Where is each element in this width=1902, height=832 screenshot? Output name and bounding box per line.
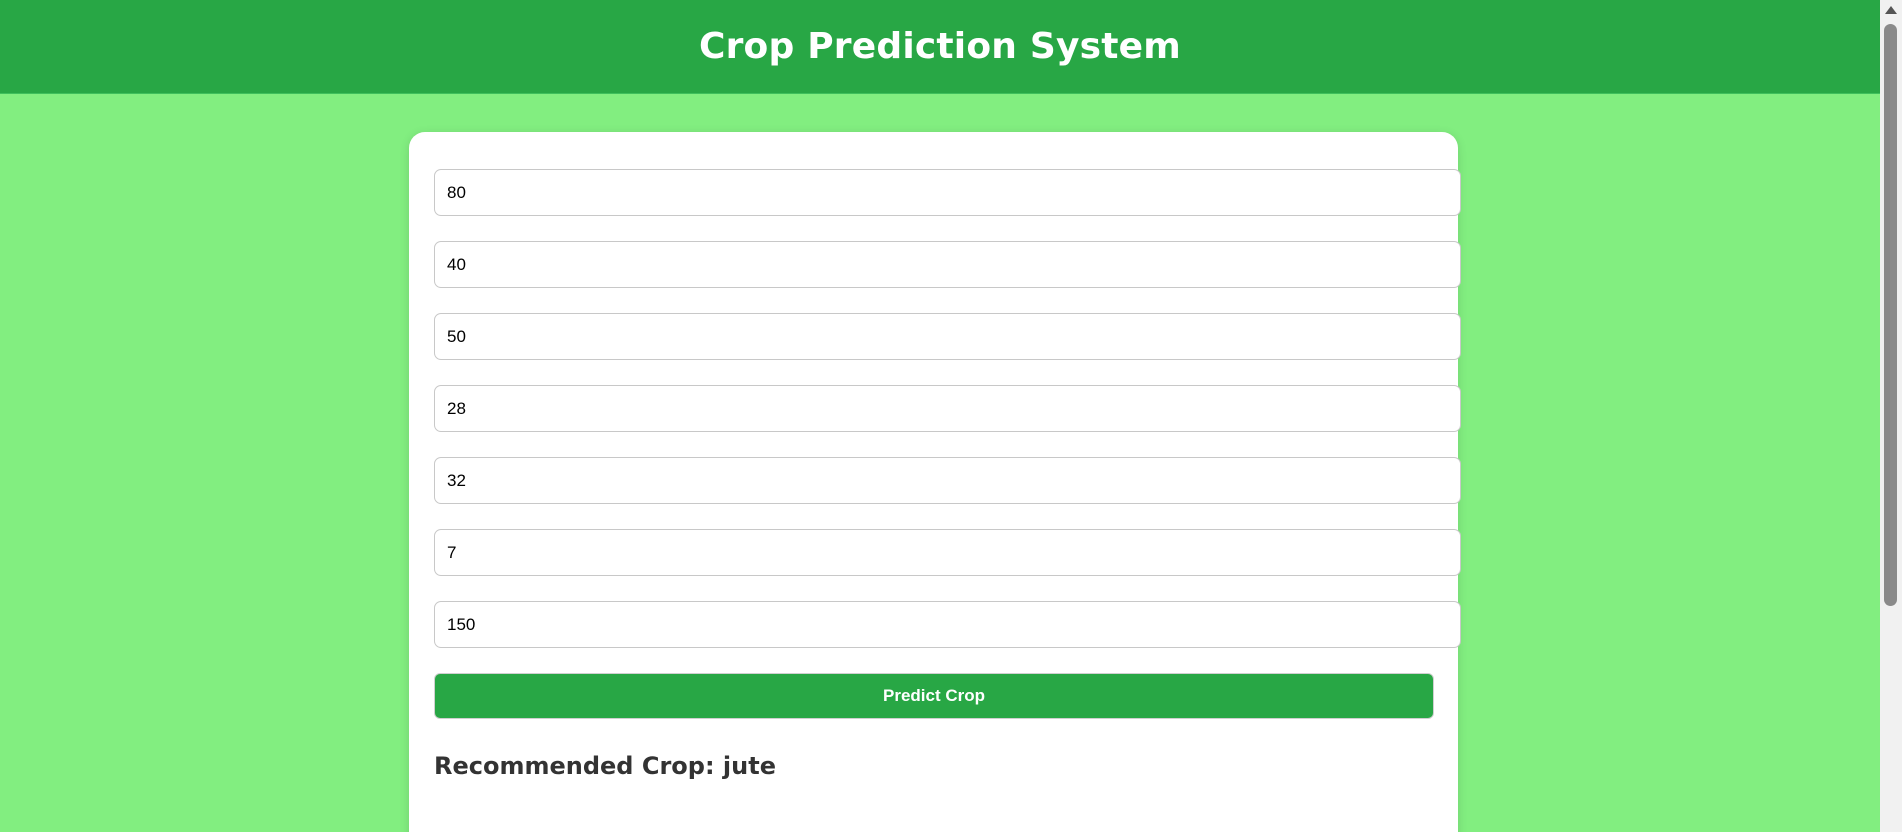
vertical-scrollbar[interactable] bbox=[1880, 0, 1902, 832]
page-title: Crop Prediction System bbox=[698, 26, 1181, 67]
recommended-crop-result: Recommended Crop: jute bbox=[434, 752, 776, 780]
app-header: Crop Prediction System bbox=[0, 0, 1880, 94]
input-field-5[interactable] bbox=[434, 457, 1461, 504]
input-field-2[interactable] bbox=[434, 241, 1461, 288]
predict-crop-button[interactable]: Predict Crop bbox=[434, 673, 1434, 719]
scroll-up-arrow-icon[interactable] bbox=[1885, 6, 1897, 14]
input-field-1[interactable] bbox=[434, 169, 1461, 216]
prediction-form-card: Predict Crop Recommended Crop: jute bbox=[409, 132, 1461, 832]
input-field-3[interactable] bbox=[434, 313, 1461, 360]
input-field-4[interactable] bbox=[434, 385, 1461, 432]
scrollbar-thumb[interactable] bbox=[1884, 24, 1897, 606]
input-field-7[interactable] bbox=[434, 601, 1461, 648]
input-field-6[interactable] bbox=[434, 529, 1461, 576]
